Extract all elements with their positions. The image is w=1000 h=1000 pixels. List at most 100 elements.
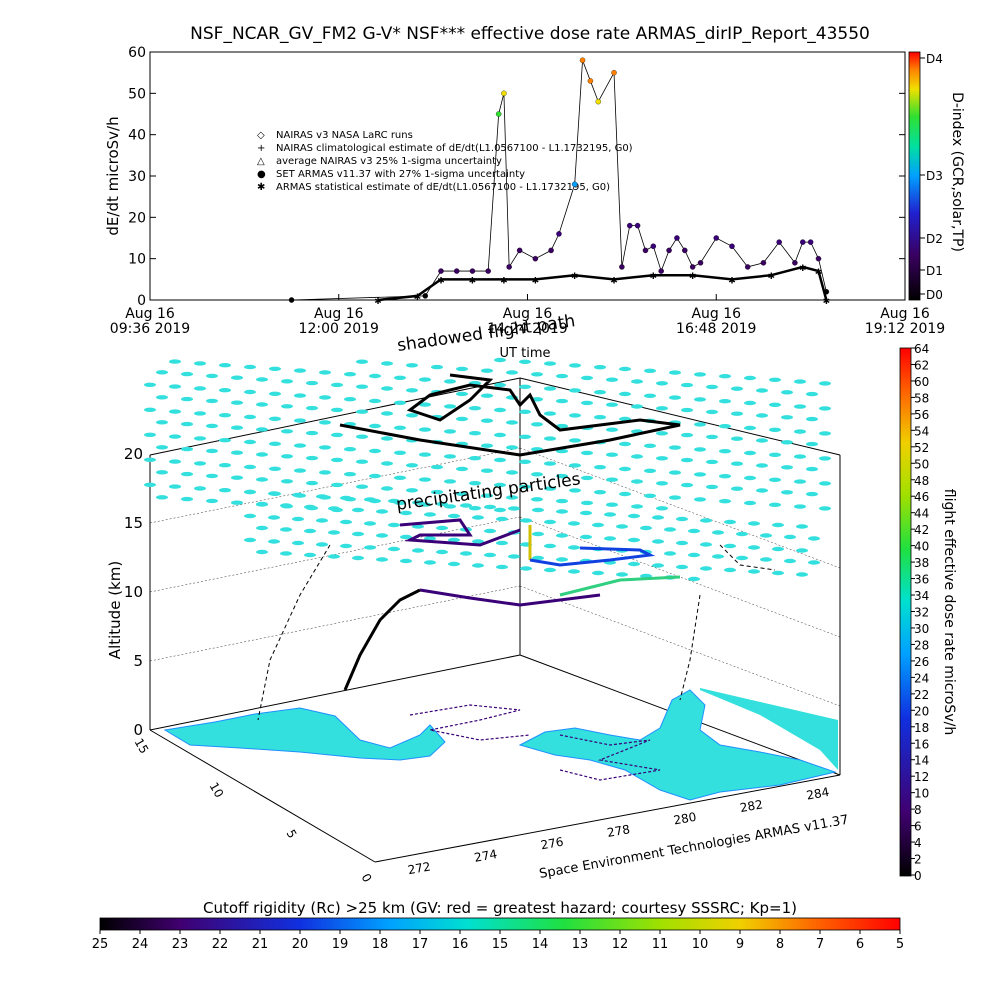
particle-marker [544, 386, 556, 391]
particle-marker [694, 497, 706, 502]
latitude-tick-label: 0 [358, 871, 374, 885]
particle-marker [544, 486, 556, 491]
particle-marker [748, 545, 760, 550]
particle-marker [760, 557, 772, 562]
armas-point [611, 69, 617, 76]
particle-marker [181, 496, 193, 502]
particle-marker [436, 525, 448, 531]
particle-marker [281, 479, 293, 484]
particle-marker [194, 486, 206, 491]
statistical-point: ✱ [469, 276, 477, 286]
dose-tick-label: 50 [914, 457, 929, 471]
particle-marker [712, 554, 724, 559]
dindex-colorbar-label: D-index (GCR,solar,TP) [949, 92, 965, 252]
particle-marker [556, 423, 568, 429]
particle-marker [340, 519, 352, 525]
cutoff-tick-label: 12 [612, 937, 629, 952]
particle-marker [231, 450, 243, 455]
cutoff-rigidity-label: Cutoff rigidity (Rc) >25 km (GV: red = g… [203, 899, 797, 917]
legend-entry: NAIRAS climatological estimate of dE/dt(… [276, 143, 633, 154]
dose-rate-colorbar [899, 347, 912, 877]
particle-marker [581, 375, 593, 381]
altitude-axis-label: Altitude (km) [106, 561, 124, 659]
particle-marker [244, 513, 256, 519]
particle-marker [219, 413, 231, 418]
particle-marker [594, 365, 606, 370]
altitude-tick-label: 20 [124, 445, 143, 463]
particle-marker [319, 395, 331, 400]
x-tick-label-line2: 16:48 2019 [676, 321, 756, 337]
flight-drop-lines [257, 544, 776, 721]
longitude-tick-label: 276 [540, 835, 565, 853]
particle-marker [331, 457, 343, 463]
particle-marker [444, 404, 456, 409]
particle-marker [156, 495, 168, 500]
particle-marker [281, 404, 293, 409]
chart-legend: ◇ NAIRAS v3 NASA LaRC runs + NAIRAS climato… [257, 130, 633, 193]
particle-marker [664, 527, 676, 532]
particle-marker [652, 515, 664, 520]
particle-marker [580, 534, 592, 540]
particle-marker [520, 566, 532, 571]
particle-marker [316, 518, 328, 523]
x-tick-label-line2: 19:12 2019 [865, 321, 945, 337]
dose-tick-label: 52 [914, 441, 929, 455]
particle-marker [156, 420, 168, 425]
particle-marker [756, 463, 768, 468]
particle-marker [688, 552, 700, 558]
cutoff-tick-label: 13 [572, 937, 589, 952]
particle-marker [406, 488, 418, 493]
particle-marker [706, 384, 718, 390]
particle-marker [756, 438, 768, 443]
particle-marker [244, 489, 256, 495]
longitude-tick-label: 274 [473, 847, 498, 865]
dose-tick-label: 8 [914, 803, 922, 817]
cutoff-tick-label: 24 [132, 937, 149, 952]
particle-marker [268, 539, 280, 544]
particle-marker [400, 510, 412, 516]
particle-marker [606, 477, 618, 482]
particle-marker [456, 416, 468, 422]
particle-marker [484, 528, 496, 534]
armas-point [682, 247, 688, 254]
particle-marker [394, 400, 406, 405]
particle-marker [352, 555, 364, 561]
particle-marker [569, 438, 581, 443]
particle-marker [388, 498, 400, 504]
particle-marker [508, 554, 520, 559]
dose-tick-label: 16 [914, 737, 929, 751]
particle-marker [744, 375, 756, 381]
particle-marker [194, 386, 206, 391]
altitude-tick-label: 0 [133, 721, 143, 739]
particle-marker [506, 420, 518, 425]
particle-marker [169, 434, 181, 439]
particle-marker [231, 425, 243, 430]
armas-point [634, 222, 641, 229]
altitude-tick-label: 5 [133, 652, 143, 670]
legend-symbol: △ [257, 156, 265, 167]
particle-marker [819, 406, 831, 411]
particle-marker [331, 482, 343, 488]
altitude-tick-label: 15 [124, 514, 143, 532]
particle-marker [731, 486, 743, 491]
longitude-tick-label: 278 [606, 822, 631, 840]
armas-point [689, 264, 696, 270]
particle-marker [796, 524, 808, 529]
particle-marker [506, 470, 518, 475]
particle-marker [456, 391, 468, 397]
particle-marker [194, 461, 206, 466]
dindex-tick-label: D0 [926, 288, 943, 302]
x-tick-label-line2: 09:36 2019 [110, 321, 190, 337]
particle-marker [256, 377, 268, 382]
particle-marker [424, 560, 436, 565]
armas-point [587, 78, 594, 84]
statistical-point: ✱ [815, 268, 823, 278]
particle-marker [206, 498, 218, 504]
particle-marker [496, 564, 508, 570]
particle-marker [244, 364, 256, 370]
legend-entry: ARMAS statistical estimate of dE/dt(L1.0… [276, 182, 610, 193]
particle-marker [424, 512, 436, 517]
particle-marker [544, 567, 556, 573]
particle-marker [244, 414, 256, 420]
particle-marker [606, 402, 618, 407]
